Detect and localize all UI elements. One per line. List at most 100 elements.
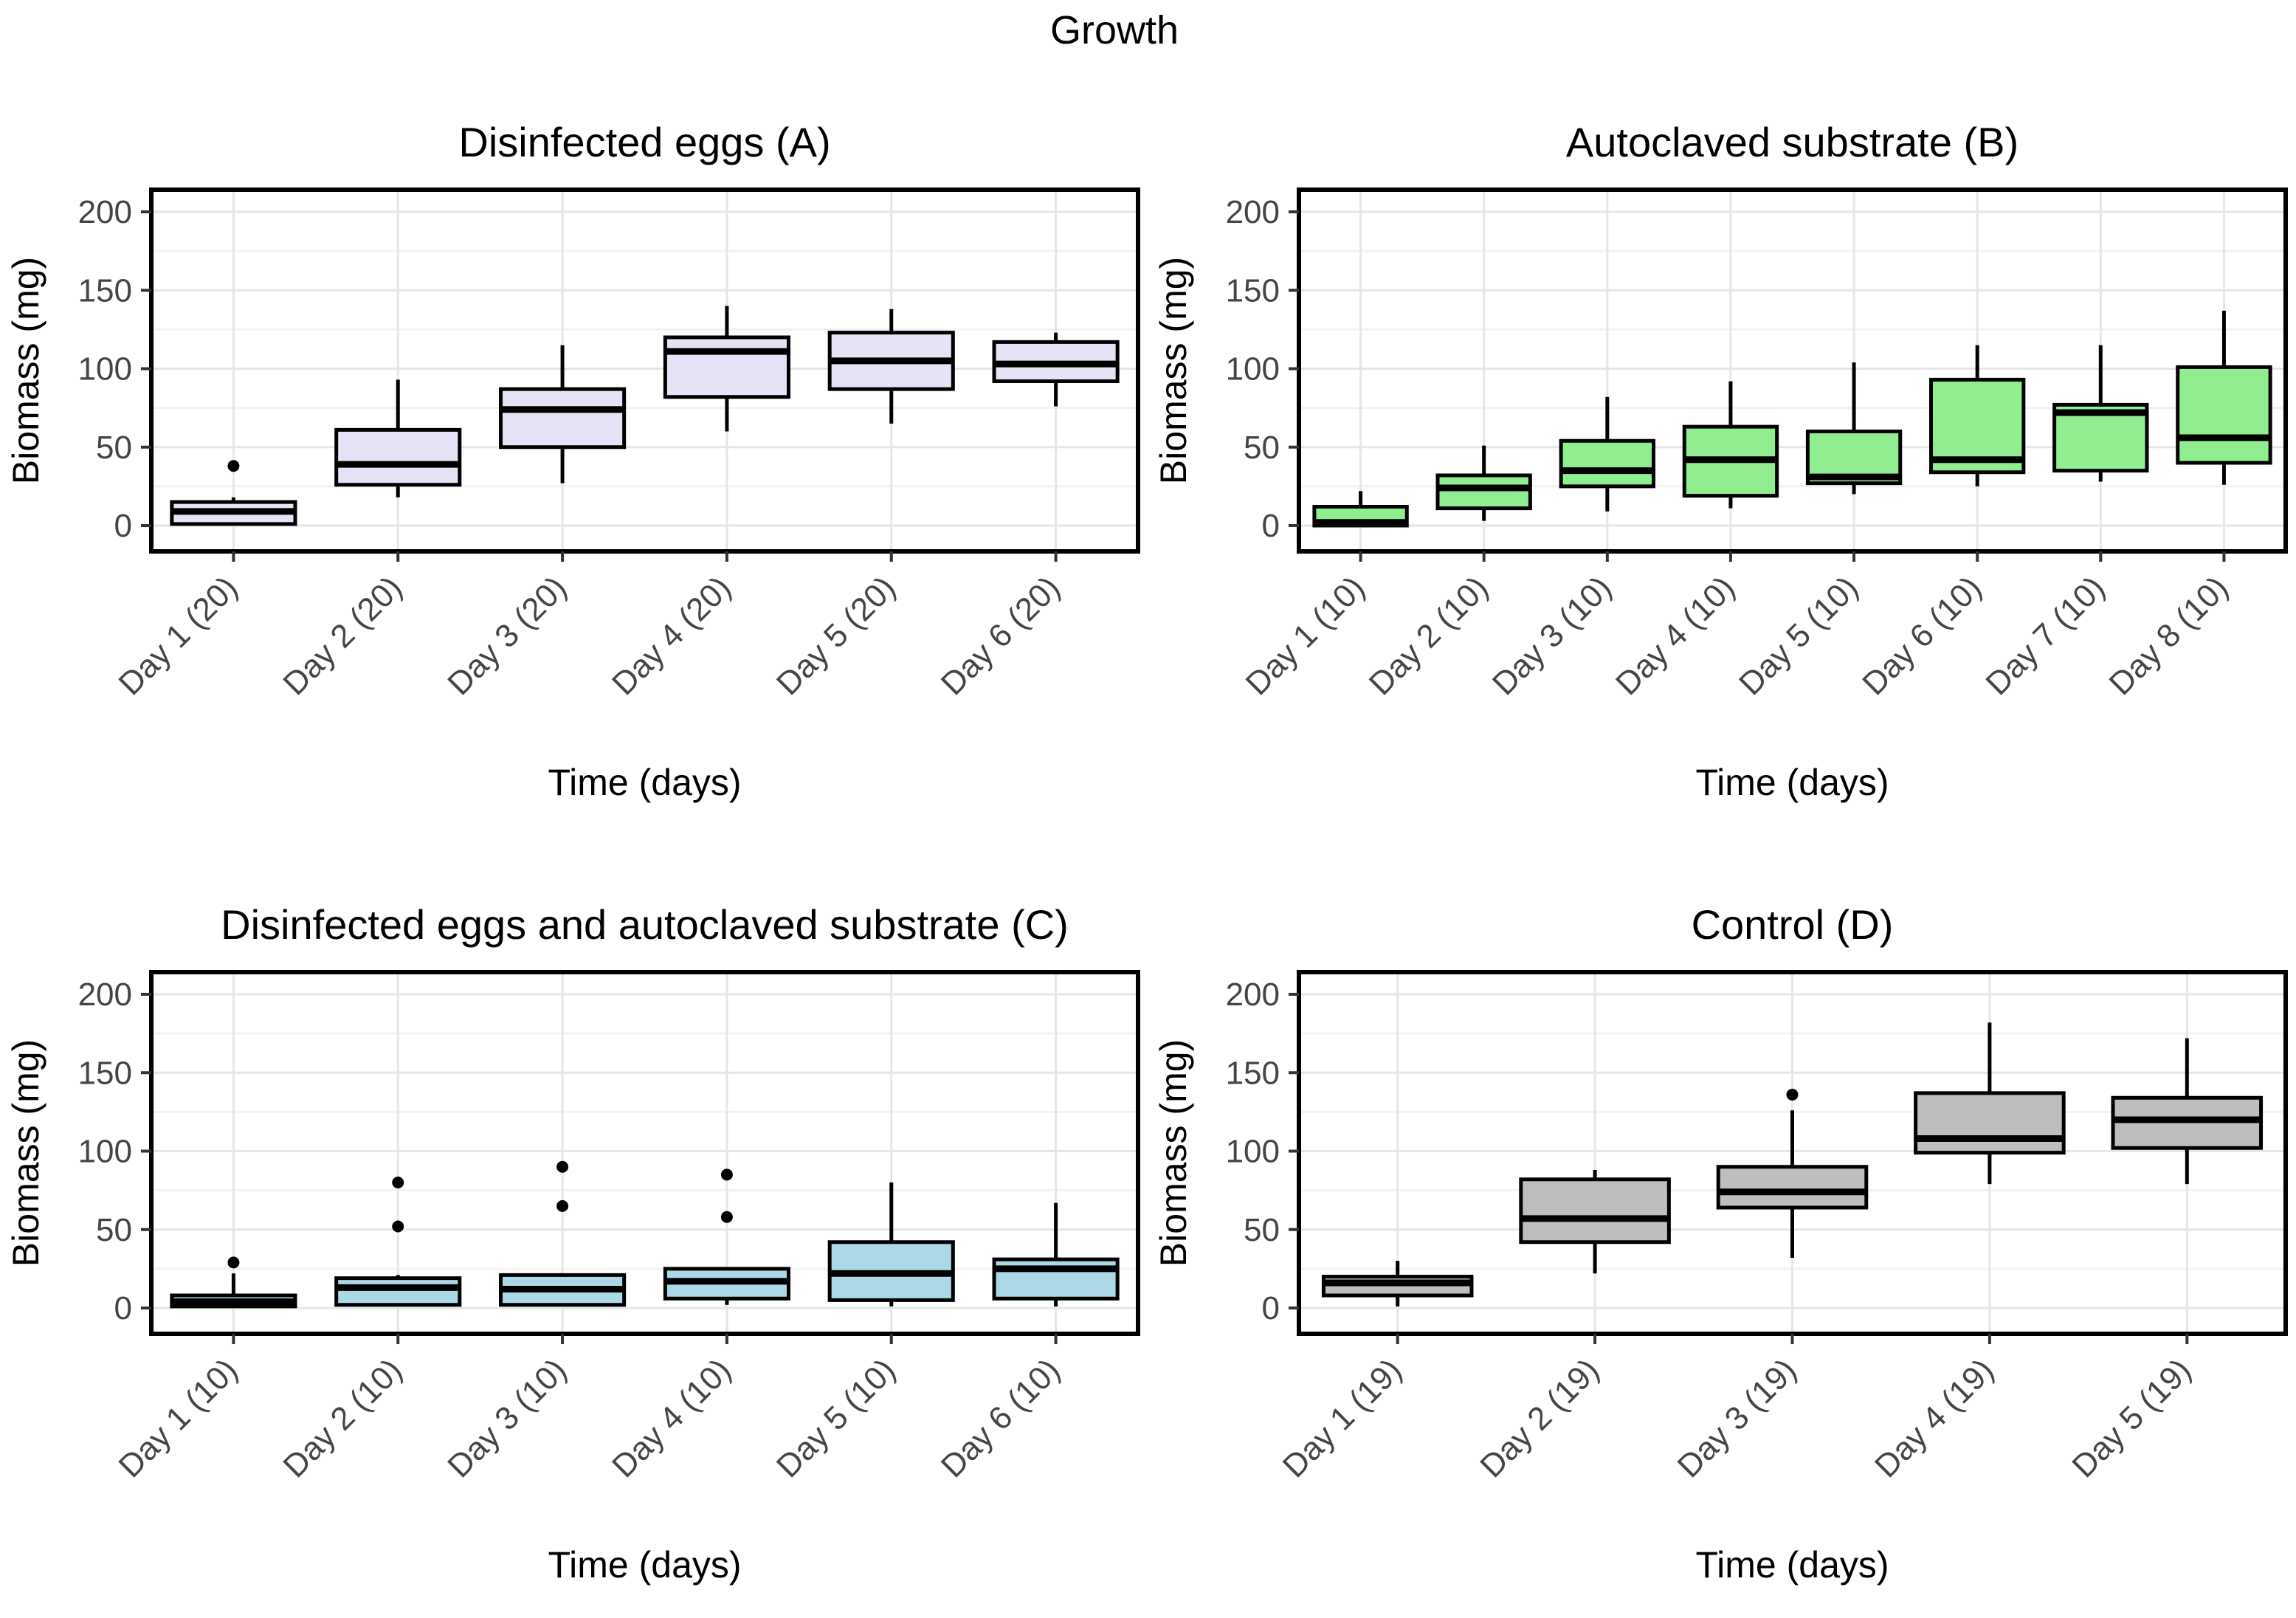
y-axis-title: Biomass (mg): [1153, 257, 1194, 484]
box-group: [499, 345, 627, 483]
x-tick-label: Day 5 (10): [770, 1352, 903, 1484]
box-group: [2111, 1038, 2264, 1185]
panel-border: [149, 970, 1140, 1336]
y-tick-label: 0: [1262, 508, 1280, 544]
box-group: [663, 1168, 790, 1305]
box: [1559, 438, 1655, 489]
box-group: [1519, 1170, 1671, 1274]
outlier-point: [556, 1160, 569, 1173]
box-group: [1929, 345, 2026, 486]
x-tick-label: Day 4 (10): [1609, 569, 1742, 702]
box: [499, 387, 627, 450]
y-tick-label: 200: [78, 977, 132, 1013]
box: [1519, 1177, 1671, 1245]
outlier-point: [1786, 1089, 1799, 1101]
x-tick-label: Day 5 (20): [770, 569, 903, 702]
box: [992, 1257, 1120, 1301]
x-tick-label: Day 7 (10): [1979, 569, 2111, 702]
y-tick-label: 50: [96, 1212, 132, 1248]
panel-title: Disinfected eggs (A): [458, 119, 830, 165]
box: [1716, 1165, 1869, 1210]
panel-border: [149, 187, 1140, 554]
x-tick-label: Day 3 (20): [441, 569, 573, 702]
x-tick-label: Day 3 (10): [441, 1352, 573, 1484]
y-tick-label: 0: [114, 1290, 132, 1326]
y-tick-label: 200: [1226, 194, 1280, 230]
y-tick-label: 200: [78, 194, 132, 230]
plot-area: [151, 190, 1138, 551]
x-tick-label: Day 3 (10): [1486, 569, 1618, 702]
box-group: [1321, 1261, 1474, 1307]
box-group: [334, 379, 462, 498]
y-tick-label: 100: [78, 1134, 132, 1170]
boxplot-svg: Disinfected eggs (A) 0 50 100 150 200 Day 1 (2…: [5, 119, 1140, 803]
box-group: [170, 1256, 297, 1309]
box-group: [992, 332, 1120, 407]
box-group: [1716, 1089, 1869, 1258]
x-axis-title: Time (days): [1695, 1544, 1889, 1586]
box: [663, 335, 790, 399]
y-tick-label: 150: [78, 272, 132, 309]
outlier-point: [227, 1256, 240, 1269]
x-tick-label: Day 6 (10): [934, 1352, 1067, 1484]
plot-area: [151, 972, 1138, 1334]
boxplot-svg: Control (D) 0 50 100 150 200 Day 1 (19) Day 2 (…: [1153, 901, 2288, 1586]
panel-grid: Disinfected eggs (A) 0 50 100 150 200 Day 1 (2…: [0, 53, 2296, 1618]
box: [1914, 1091, 2066, 1155]
boxplot-svg: Disinfected eggs and autoclaved substrat…: [5, 901, 1140, 1586]
panel-control-D: Control (D) 0 50 100 150 200 Day 1 (19) Day 2 (…: [1148, 836, 2295, 1618]
panel-border: [1297, 187, 2288, 554]
panel-title: Autoclaved substrate (B): [1566, 119, 2019, 165]
y-tick-label: 150: [78, 1055, 132, 1091]
outlier-point: [720, 1211, 733, 1223]
x-tick-label: Day 2 (20): [276, 569, 409, 702]
box-group: [499, 1160, 627, 1307]
box-group: [663, 306, 790, 432]
x-tick-label: Day 1 (10): [112, 1352, 245, 1484]
x-tick-label: Day 3 (19): [1671, 1352, 1804, 1484]
x-tick-label: Day 1 (10): [1239, 569, 1372, 702]
y-axis-title: Biomass (mg): [5, 1039, 46, 1267]
y-axis-title: Biomass (mg): [1153, 1039, 1194, 1267]
box-group: [827, 309, 955, 424]
y-axis-title: Biomass (mg): [5, 257, 46, 484]
x-tick-label: Day 2 (19): [1473, 1352, 1606, 1484]
outlier-point: [556, 1199, 569, 1212]
x-tick-label: Day 4 (10): [605, 1352, 738, 1484]
x-axis-title: Time (days): [1695, 762, 1889, 803]
box-group: [1914, 1022, 2066, 1185]
x-tick-label: Day 1 (19): [1276, 1352, 1409, 1484]
box-group: [2176, 310, 2272, 485]
box-group: [2052, 345, 2149, 482]
y-tick-label: 200: [1226, 977, 1280, 1013]
box: [334, 1276, 462, 1307]
panel-disinfected-and-autoclaved-C: Disinfected eggs and autoclaved substrat…: [0, 836, 1148, 1618]
x-tick-label: Day 2 (10): [276, 1352, 409, 1484]
box-group: [334, 1177, 462, 1307]
figure-title: Growth: [1049, 8, 1179, 52]
y-tick-label: 150: [1226, 272, 1280, 309]
y-tick-label: 50: [1244, 430, 1280, 466]
y-tick-label: 100: [1226, 1134, 1280, 1170]
box: [2176, 365, 2272, 465]
y-tick-label: 50: [96, 430, 132, 466]
box-group: [1312, 491, 1409, 528]
box-group: [992, 1202, 1120, 1307]
x-tick-label: Day 8 (10): [2103, 569, 2235, 702]
panel-title: Control (D): [1692, 901, 1894, 948]
y-tick-label: 50: [1244, 1212, 1280, 1248]
panel-disinfected-eggs-A: Disinfected eggs (A) 0 50 100 150 200 Day 1 (2…: [0, 53, 1148, 836]
panel-autoclaved-substrate-B: Autoclaved substrate (B) 0 50 100 150 200 Day …: [1148, 53, 2295, 836]
x-axis-title: Time (days): [548, 762, 741, 803]
box-group: [1559, 396, 1655, 512]
x-tick-label: Day 5 (19): [2065, 1352, 2198, 1484]
y-tick-label: 100: [78, 351, 132, 388]
x-tick-label: Day 6 (10): [1855, 569, 1988, 702]
outlier-point: [720, 1168, 733, 1181]
panel-title: Disinfected eggs and autoclaved substrat…: [221, 901, 1069, 948]
box: [334, 427, 462, 487]
x-tick-label: Day 4 (20): [605, 569, 738, 702]
x-tick-label: Day 4 (19): [1868, 1352, 2001, 1484]
box-group: [827, 1182, 955, 1307]
